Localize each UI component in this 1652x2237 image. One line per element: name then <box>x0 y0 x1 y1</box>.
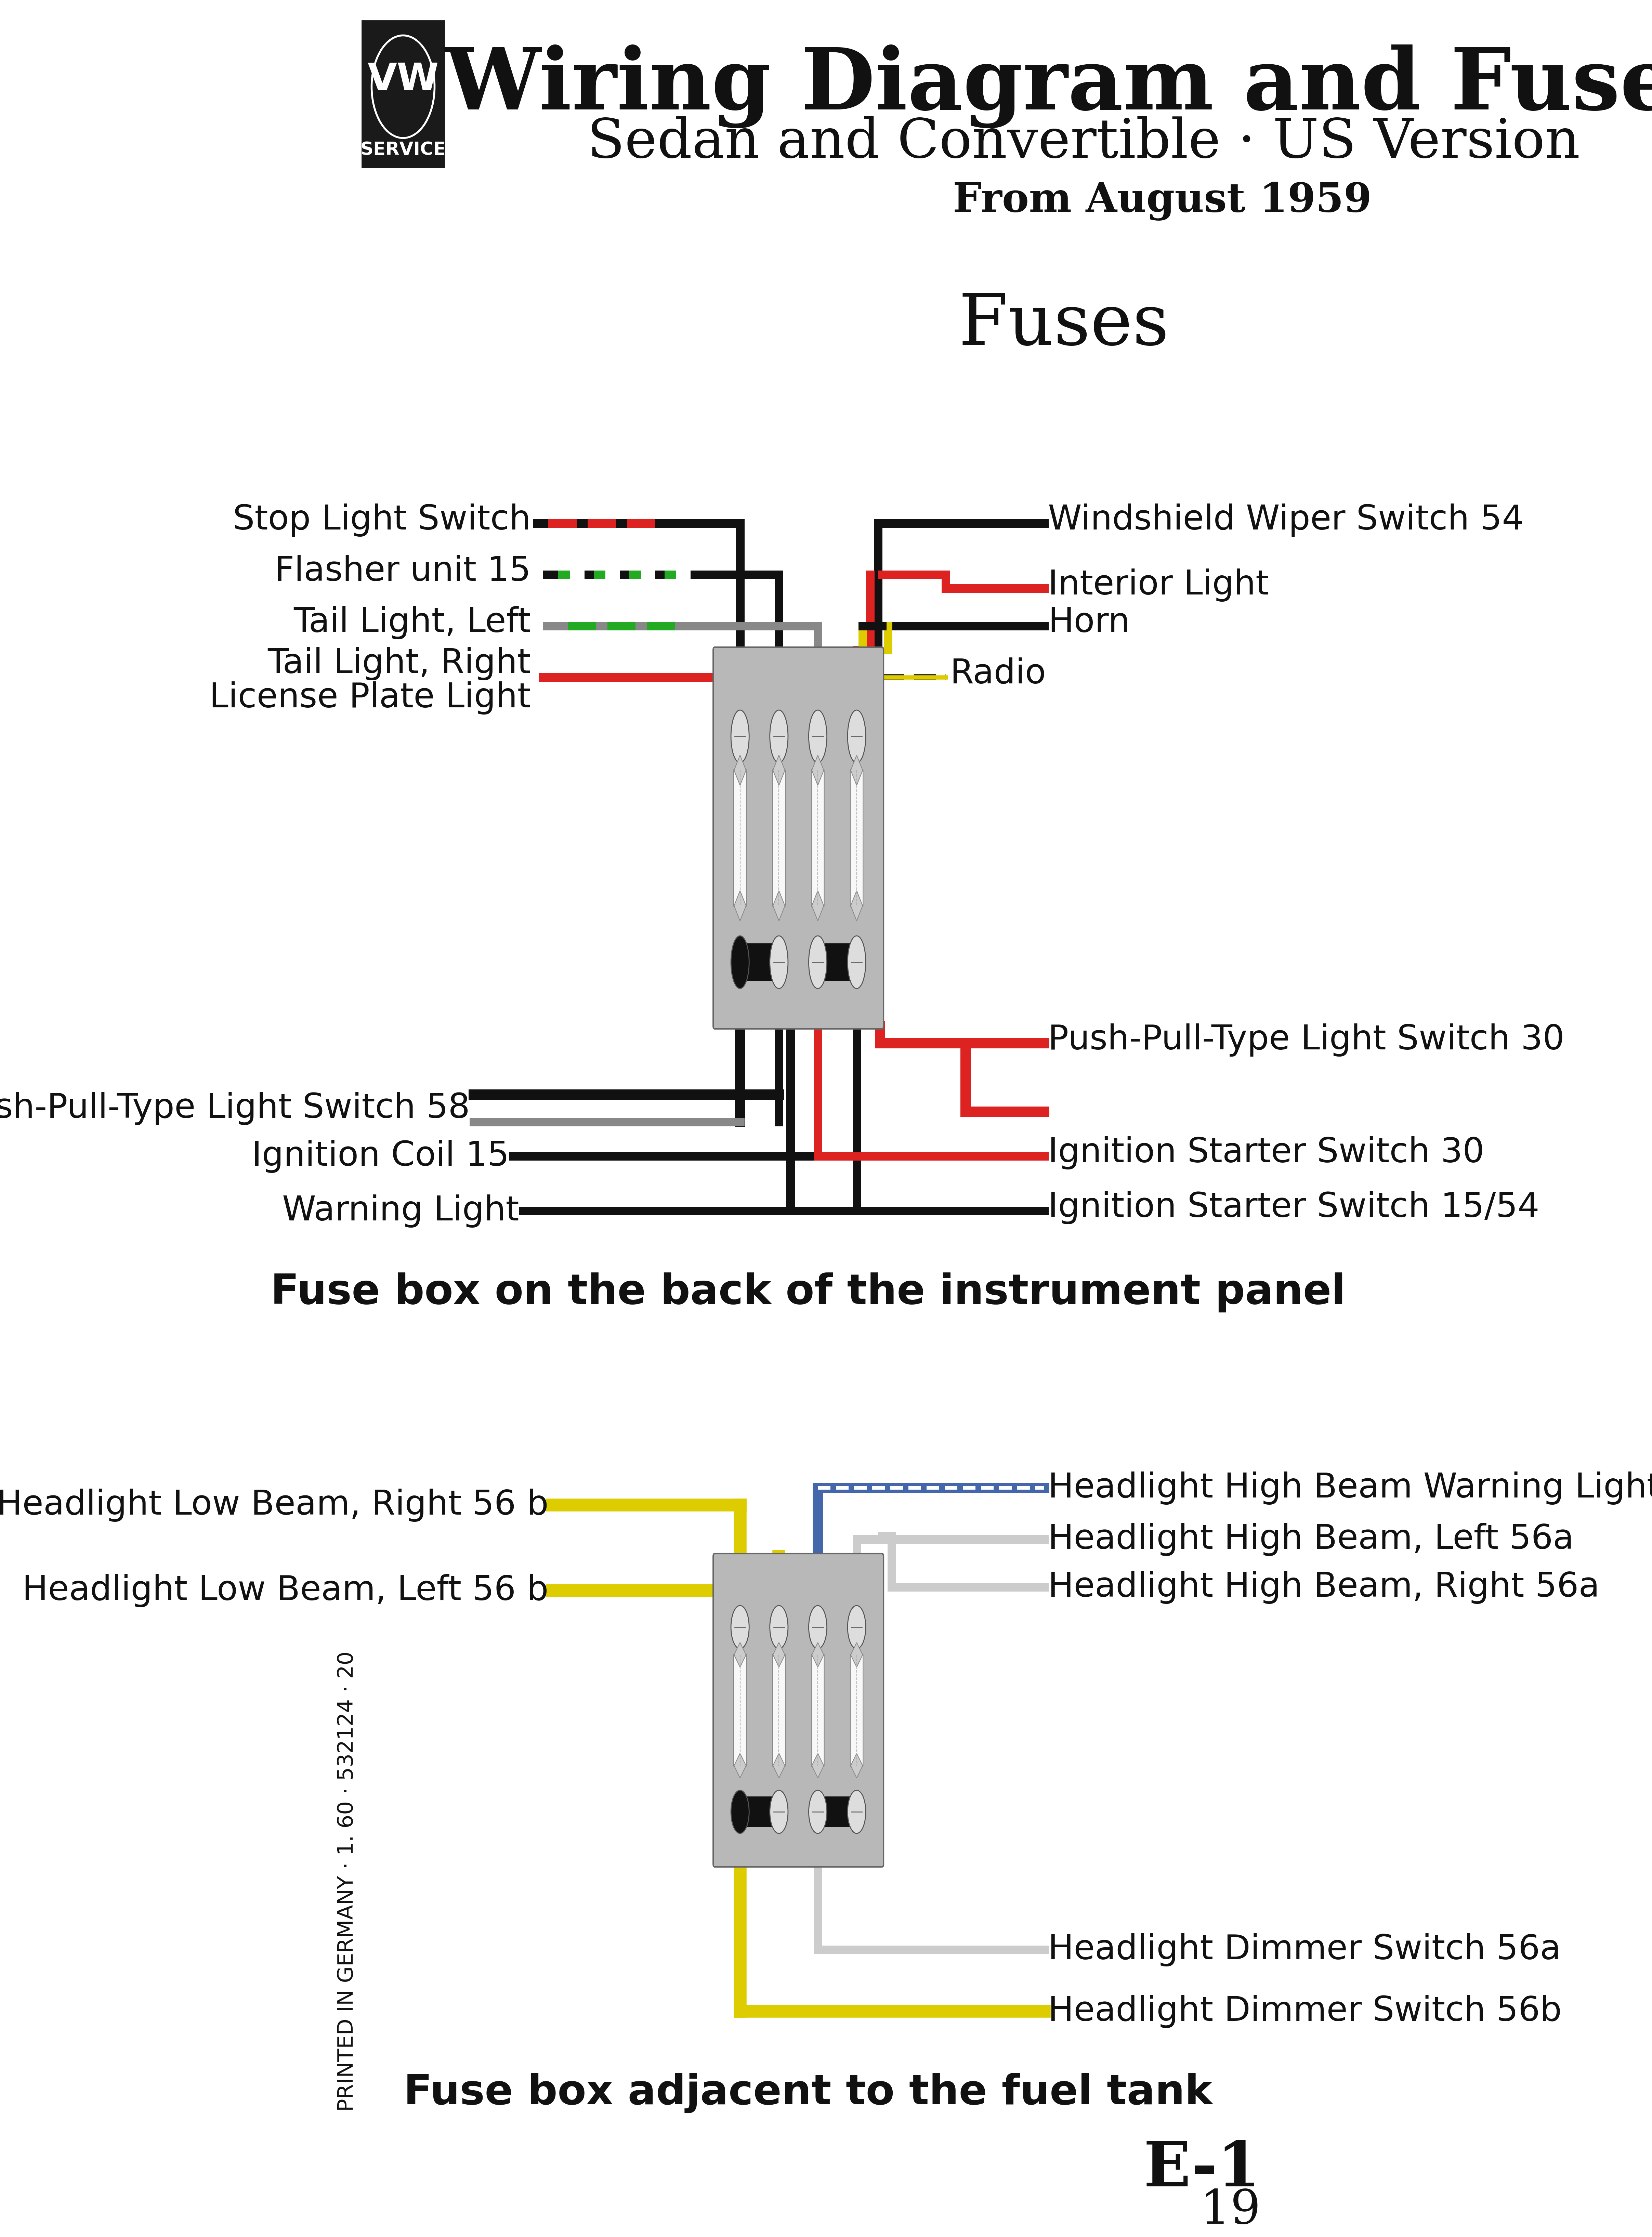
Ellipse shape <box>730 709 748 763</box>
Ellipse shape <box>847 1606 866 1649</box>
Polygon shape <box>733 890 747 922</box>
Text: Headlight High Beam, Right 56a: Headlight High Beam, Right 56a <box>1047 1570 1599 1604</box>
Polygon shape <box>773 1642 785 1667</box>
Ellipse shape <box>372 36 434 139</box>
Text: Fuses: Fuses <box>958 291 1170 360</box>
Text: Headlight High Beam Warning Light: Headlight High Beam Warning Light <box>1047 1472 1652 1506</box>
Ellipse shape <box>730 935 748 989</box>
Bar <box>814 944 861 982</box>
Polygon shape <box>851 1642 862 1667</box>
Text: 19: 19 <box>1199 2188 1260 2233</box>
Text: E-1: E-1 <box>1143 2139 1260 2199</box>
Ellipse shape <box>770 1790 788 1834</box>
Ellipse shape <box>809 709 828 763</box>
Text: Ignition Starter Switch 15/54: Ignition Starter Switch 15/54 <box>1047 1190 1540 1224</box>
Text: Fuse box on the back of the instrument panel: Fuse box on the back of the instrument p… <box>271 1273 1346 1313</box>
Polygon shape <box>733 1642 747 1667</box>
Text: Headlight High Beam, Left 56a: Headlight High Beam, Left 56a <box>1047 1523 1574 1555</box>
Polygon shape <box>811 756 824 785</box>
Text: Interior Light: Interior Light <box>1047 568 1269 602</box>
Text: Ignition Starter Switch 30: Ignition Starter Switch 30 <box>1047 1136 1485 1170</box>
Text: Horn: Horn <box>1047 606 1130 640</box>
FancyBboxPatch shape <box>811 1653 824 1767</box>
Text: Headlight Low Beam, Left 56 b: Headlight Low Beam, Left 56 b <box>23 1575 548 1606</box>
Bar <box>737 1796 783 1828</box>
Ellipse shape <box>770 935 788 989</box>
Polygon shape <box>773 890 785 922</box>
FancyBboxPatch shape <box>851 1653 862 1767</box>
Polygon shape <box>851 1754 862 1778</box>
Polygon shape <box>773 756 785 785</box>
Ellipse shape <box>770 1606 788 1649</box>
Ellipse shape <box>809 1790 828 1834</box>
Text: Headlight Low Beam, Right 56 b: Headlight Low Beam, Right 56 b <box>0 1488 548 1521</box>
Text: Fuse box adjacent to the fuel tank: Fuse box adjacent to the fuel tank <box>403 2074 1213 2114</box>
Text: From August 1959: From August 1959 <box>953 181 1371 221</box>
Polygon shape <box>733 756 747 785</box>
Ellipse shape <box>730 1606 748 1649</box>
FancyBboxPatch shape <box>773 770 785 906</box>
Polygon shape <box>851 756 862 785</box>
FancyBboxPatch shape <box>851 770 862 906</box>
Polygon shape <box>811 1754 824 1778</box>
FancyBboxPatch shape <box>714 646 884 1029</box>
FancyBboxPatch shape <box>773 1653 785 1767</box>
Polygon shape <box>811 890 824 922</box>
Text: Headlight Dimmer Switch 56b: Headlight Dimmer Switch 56b <box>1047 1995 1561 2027</box>
Ellipse shape <box>770 709 788 763</box>
Text: SERVICE: SERVICE <box>360 141 446 159</box>
Text: Push-Pull-Type Light Switch 58: Push-Pull-Type Light Switch 58 <box>0 1092 469 1125</box>
Text: Windshield Wiper Switch 54: Windshield Wiper Switch 54 <box>1047 503 1523 537</box>
Text: License Plate Light: License Plate Light <box>210 682 530 714</box>
Text: Sedan and Convertible · US Version: Sedan and Convertible · US Version <box>586 116 1579 168</box>
Ellipse shape <box>847 935 866 989</box>
Text: Push-Pull-Type Light Switch 30: Push-Pull-Type Light Switch 30 <box>1047 1022 1564 1056</box>
Text: Flasher unit 15: Flasher unit 15 <box>274 555 530 588</box>
Text: Stop Light Switch: Stop Light Switch <box>233 503 530 537</box>
Text: Ignition Coil 15: Ignition Coil 15 <box>251 1139 509 1172</box>
FancyBboxPatch shape <box>714 1552 884 1868</box>
Polygon shape <box>811 1642 824 1667</box>
Ellipse shape <box>730 1790 748 1834</box>
Ellipse shape <box>809 935 828 989</box>
Ellipse shape <box>809 1606 828 1649</box>
Text: PRINTED IN GERMANY · 1. 60 · 532124 · 20: PRINTED IN GERMANY · 1. 60 · 532124 · 20 <box>337 1651 357 2112</box>
Ellipse shape <box>847 709 866 763</box>
FancyBboxPatch shape <box>733 1653 747 1767</box>
Text: Radio: Radio <box>950 658 1046 691</box>
Text: Warning Light: Warning Light <box>282 1195 519 1228</box>
Ellipse shape <box>847 1790 866 1834</box>
Text: Headlight Dimmer Switch 56a: Headlight Dimmer Switch 56a <box>1047 1933 1561 1966</box>
Text: Tail Light, Left: Tail Light, Left <box>294 606 530 640</box>
Polygon shape <box>851 890 862 922</box>
FancyBboxPatch shape <box>811 770 824 906</box>
Bar <box>737 944 783 982</box>
Bar <box>814 1796 861 1828</box>
FancyBboxPatch shape <box>733 770 747 906</box>
Polygon shape <box>733 1754 747 1778</box>
Text: Wiring Diagram and Fuses: Wiring Diagram and Fuses <box>444 45 1652 128</box>
Text: Tail Light, Right: Tail Light, Right <box>268 646 530 680</box>
Polygon shape <box>773 1754 785 1778</box>
Bar <box>362 20 444 168</box>
Text: VW: VW <box>367 63 439 98</box>
